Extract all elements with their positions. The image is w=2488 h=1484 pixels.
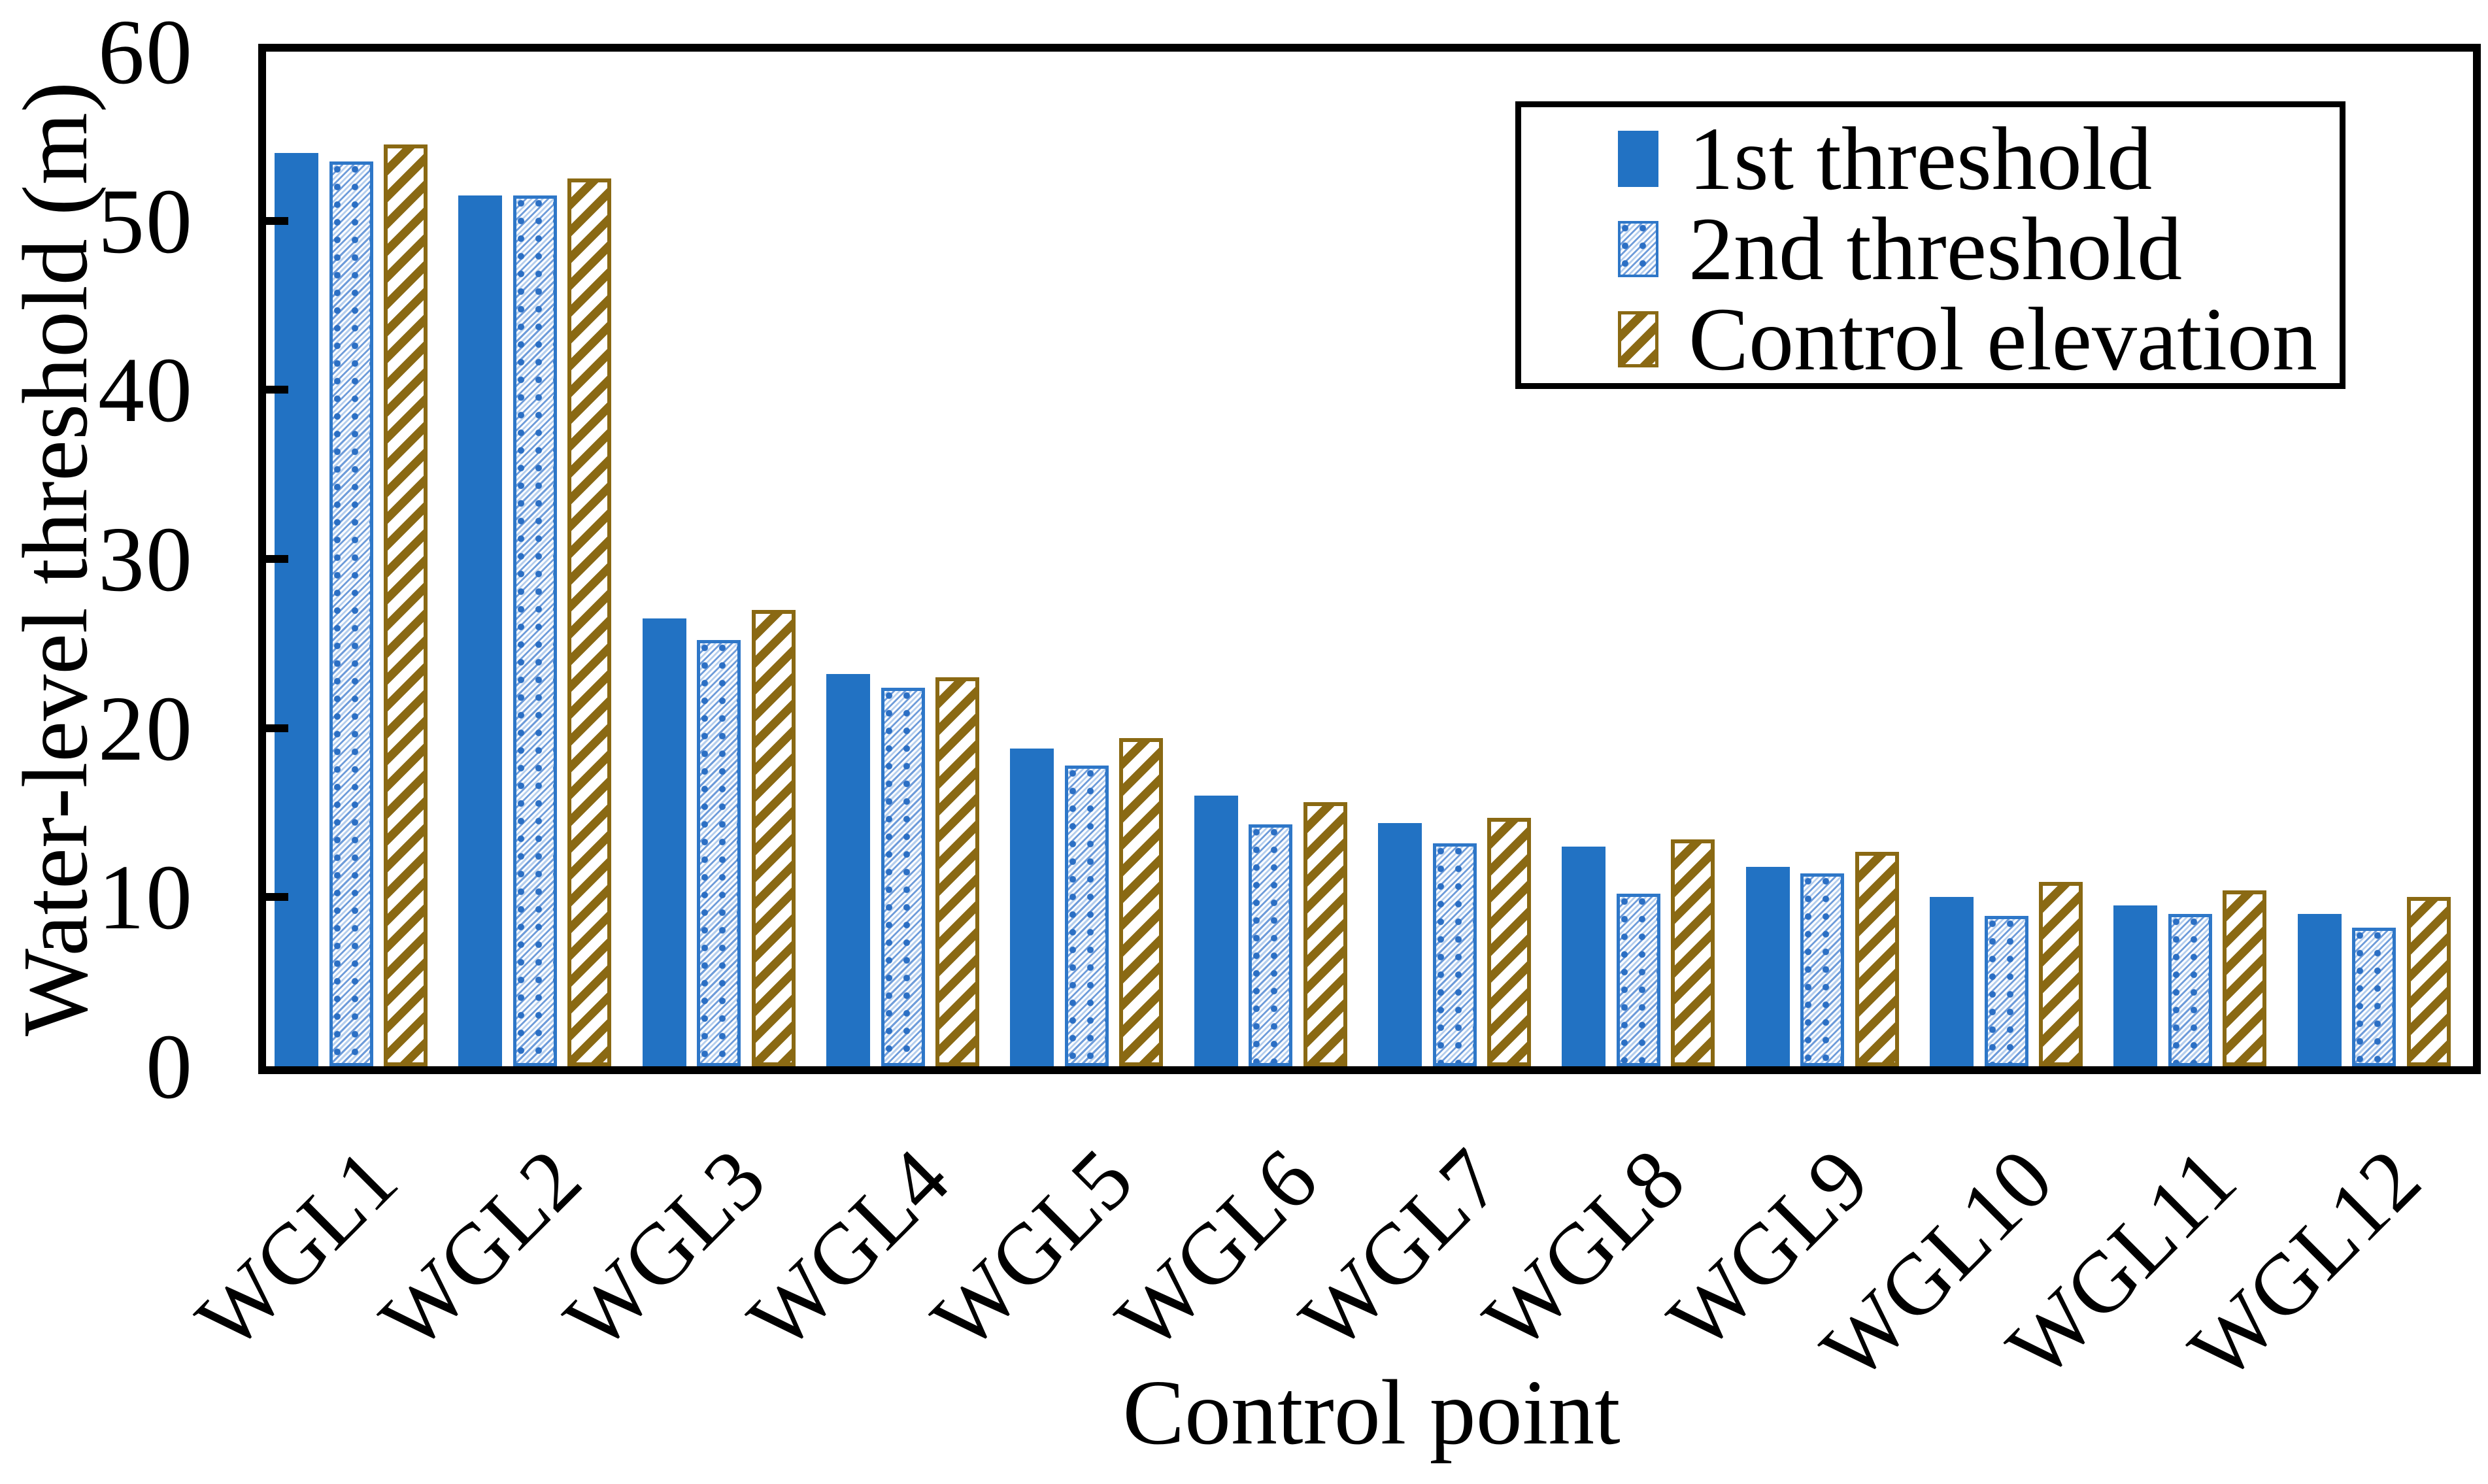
bar-WGL7-control-elevation bbox=[1487, 817, 1531, 1066]
y-tick-label: 10 bbox=[98, 845, 193, 949]
bar-WGL1-control-elevation bbox=[384, 144, 428, 1066]
bar-WGL2-2nd-threshold bbox=[513, 195, 557, 1066]
legend-label: 2nd threshold bbox=[1689, 199, 2183, 299]
legend-item-2nd-threshold: 2nd threshold bbox=[1521, 204, 2340, 294]
y-tick-mark bbox=[258, 386, 288, 394]
bar-WGL5-control-elevation bbox=[1119, 738, 1164, 1066]
bar-WGL4-2nd-threshold bbox=[881, 687, 925, 1066]
bar-WGL5-2nd-threshold bbox=[1064, 765, 1109, 1066]
legend-item-1st-threshold: 1st threshold bbox=[1521, 114, 2340, 204]
y-tick-mark bbox=[258, 724, 288, 732]
bar-WGL12-control-elevation bbox=[2406, 897, 2451, 1066]
bar-WGL9-control-elevation bbox=[1855, 851, 1899, 1066]
bar-WGL10-1st-threshold bbox=[1930, 897, 1974, 1066]
bar-WGL11-1st-threshold bbox=[2113, 905, 2158, 1066]
legend-label: 1st threshold bbox=[1689, 109, 2153, 209]
legend-swatch-diagonal-hatch-icon bbox=[1618, 311, 1658, 367]
y-tick-label: 30 bbox=[98, 507, 193, 611]
legend-swatch-dotted-hatch-icon bbox=[1618, 221, 1658, 277]
bar-WGL7-1st-threshold bbox=[1378, 822, 1422, 1066]
bar-WGL10-2nd-threshold bbox=[1984, 915, 2028, 1066]
y-tick-label: 40 bbox=[98, 338, 193, 442]
plot-inner bbox=[258, 52, 2473, 1066]
bar-WGL4-control-elevation bbox=[935, 677, 979, 1066]
bar-WGL9-2nd-threshold bbox=[1800, 873, 1845, 1066]
bar-WGL8-control-elevation bbox=[1671, 839, 1715, 1066]
legend-swatch-solid-blue-icon bbox=[1618, 131, 1658, 187]
bar-WGL10-control-elevation bbox=[2039, 882, 2083, 1066]
bar-WGL9-1st-threshold bbox=[1745, 866, 1790, 1066]
y-tick-label: 50 bbox=[98, 169, 193, 273]
bar-WGL4-1st-threshold bbox=[826, 673, 870, 1066]
bar-WGL2-1st-threshold bbox=[458, 195, 503, 1066]
bar-WGL1-2nd-threshold bbox=[329, 161, 373, 1066]
bar-WGL3-2nd-threshold bbox=[697, 640, 741, 1066]
legend: 1st threshold 2nd threshold Control elev… bbox=[1515, 101, 2345, 389]
bar-WGL5-1st-threshold bbox=[1010, 748, 1054, 1066]
bar-WGL3-1st-threshold bbox=[642, 618, 686, 1066]
y-tick-mark bbox=[258, 893, 288, 902]
bar-WGL11-2nd-threshold bbox=[2168, 914, 2212, 1066]
bar-WGL12-2nd-threshold bbox=[2352, 927, 2396, 1066]
bar-WGL8-2nd-threshold bbox=[1616, 894, 1660, 1066]
bar-WGL6-1st-threshold bbox=[1194, 796, 1238, 1066]
bar-WGL6-2nd-threshold bbox=[1249, 824, 1293, 1066]
bar-WGL12-1st-threshold bbox=[2297, 914, 2342, 1066]
y-tick-mark bbox=[258, 555, 288, 563]
bar-WGL8-1st-threshold bbox=[1562, 846, 1606, 1066]
legend-label: Control elevation bbox=[1689, 289, 2317, 389]
y-tick-label: 60 bbox=[98, 0, 193, 103]
bar-WGL11-control-elevation bbox=[2223, 890, 2267, 1066]
x-axis-title: Control point bbox=[1122, 1360, 1621, 1464]
bar-WGL6-control-elevation bbox=[1303, 802, 1347, 1066]
bar-WGL2-control-elevation bbox=[567, 178, 612, 1066]
bar-WGL7-2nd-threshold bbox=[1432, 843, 1477, 1066]
y-tick-mark bbox=[258, 216, 288, 225]
y-tick-label: 20 bbox=[98, 676, 193, 780]
bar-WGL1-1st-threshold bbox=[275, 153, 318, 1066]
legend-item-control-elevation: Control elevation bbox=[1521, 294, 2340, 384]
bar-WGL3-control-elevation bbox=[751, 609, 796, 1066]
y-tick-label: 0 bbox=[146, 1015, 193, 1118]
